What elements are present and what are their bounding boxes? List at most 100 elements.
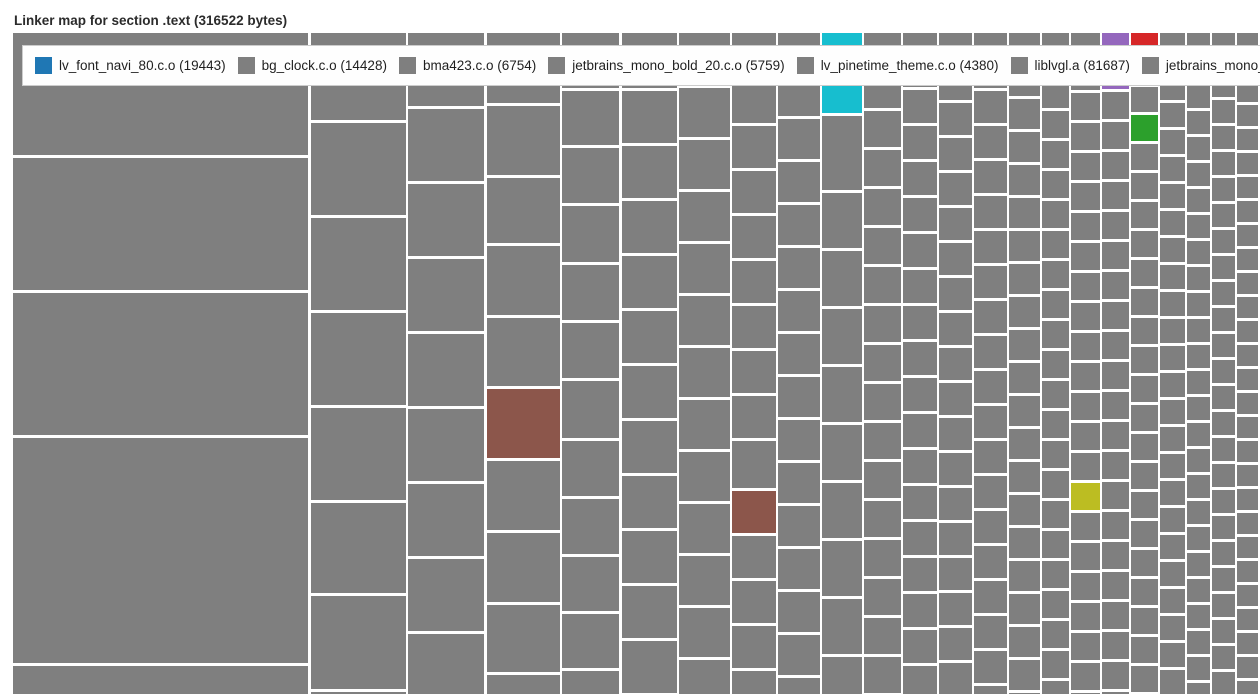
treemap-tile[interactable] <box>939 523 972 555</box>
treemap-tile[interactable] <box>903 162 937 195</box>
treemap-tile[interactable] <box>778 506 820 546</box>
treemap-tile[interactable] <box>1042 351 1069 378</box>
treemap-tile[interactable] <box>1131 608 1158 634</box>
treemap-tile[interactable] <box>1187 449 1210 472</box>
treemap-tile[interactable] <box>903 378 937 411</box>
treemap-tile[interactable] <box>732 171 776 213</box>
treemap-tile[interactable] <box>864 111 901 147</box>
treemap-tile[interactable] <box>1187 527 1210 550</box>
treemap-tile[interactable] <box>1102 302 1129 329</box>
treemap-tile[interactable] <box>903 342 937 375</box>
treemap-tile[interactable] <box>487 178 560 243</box>
treemap-tile[interactable] <box>1131 376 1158 402</box>
treemap-tile[interactable] <box>1042 501 1069 528</box>
treemap-tile[interactable] <box>1237 633 1258 654</box>
treemap-tile[interactable] <box>1131 115 1158 141</box>
treemap-tile[interactable] <box>1042 411 1069 438</box>
treemap-tile[interactable] <box>13 438 308 663</box>
treemap-tile[interactable] <box>903 522 937 555</box>
treemap-tile[interactable] <box>1187 423 1210 446</box>
treemap-tile[interactable] <box>974 301 1007 333</box>
treemap-tile[interactable] <box>562 499 619 554</box>
treemap-tile[interactable] <box>1212 542 1235 565</box>
treemap-tile[interactable] <box>679 660 730 694</box>
treemap-tile[interactable] <box>778 549 820 589</box>
treemap-tile[interactable] <box>1131 231 1158 257</box>
treemap-tile[interactable] <box>822 541 862 596</box>
treemap-tile[interactable] <box>311 408 406 500</box>
treemap-tile[interactable] <box>778 291 820 331</box>
treemap-tile[interactable] <box>1212 256 1235 279</box>
treemap-tile[interactable] <box>1160 400 1185 424</box>
treemap-tile[interactable] <box>1102 422 1129 449</box>
treemap-tile[interactable] <box>1160 103 1185 127</box>
treemap-tile[interactable] <box>311 692 406 694</box>
treemap-tile[interactable] <box>903 198 937 231</box>
treemap-tile[interactable] <box>1102 392 1129 419</box>
treemap-tile[interactable] <box>974 231 1007 263</box>
treemap-tile[interactable] <box>679 296 730 345</box>
treemap-tile[interactable] <box>1212 334 1235 357</box>
treemap-tile[interactable] <box>732 306 776 348</box>
treemap-tile[interactable] <box>1187 501 1210 524</box>
treemap-tile[interactable] <box>864 384 901 420</box>
treemap-tile[interactable] <box>1131 260 1158 286</box>
treemap-tile[interactable] <box>974 616 1007 648</box>
treemap-tile[interactable] <box>778 463 820 503</box>
treemap-tile[interactable] <box>1009 297 1040 327</box>
treemap-tile[interactable] <box>903 486 937 519</box>
treemap-tile[interactable] <box>1212 412 1235 435</box>
treemap-tile[interactable] <box>939 313 972 345</box>
treemap-tile[interactable] <box>1131 202 1158 228</box>
treemap-tile[interactable] <box>822 599 862 654</box>
treemap-tile[interactable] <box>974 126 1007 158</box>
treemap-tile[interactable] <box>778 119 820 159</box>
treemap-tile[interactable] <box>778 334 820 374</box>
treemap-tile[interactable] <box>1131 347 1158 373</box>
treemap-tile[interactable] <box>939 348 972 380</box>
treemap-tile[interactable] <box>1237 105 1258 126</box>
treemap-tile[interactable] <box>562 441 619 496</box>
treemap-tile[interactable] <box>1042 651 1069 678</box>
treemap-tile[interactable] <box>1237 657 1258 678</box>
treemap-tile[interactable] <box>1071 183 1100 210</box>
treemap-tile[interactable] <box>311 596 406 689</box>
treemap-tile[interactable] <box>1009 462 1040 492</box>
treemap-tile[interactable] <box>732 81 776 123</box>
treemap-tile[interactable] <box>822 367 862 422</box>
treemap-tile[interactable] <box>311 123 406 215</box>
treemap-tile[interactable] <box>732 626 776 668</box>
treemap-tile[interactable] <box>1042 141 1069 168</box>
treemap-tile[interactable] <box>679 192 730 241</box>
treemap-tile[interactable] <box>408 184 484 256</box>
treemap-tile[interactable] <box>1237 489 1258 510</box>
treemap-tile[interactable] <box>864 618 901 654</box>
treemap-tile[interactable] <box>1160 211 1185 235</box>
treemap-tile[interactable] <box>1009 660 1040 690</box>
treemap-tile[interactable] <box>408 634 484 694</box>
treemap-tile[interactable] <box>903 234 937 267</box>
treemap-tile[interactable] <box>1042 591 1069 618</box>
treemap-tile[interactable] <box>1187 397 1210 420</box>
treemap-tile[interactable] <box>487 675 560 694</box>
treemap-tile[interactable] <box>1042 291 1069 318</box>
treemap-tile[interactable] <box>1071 363 1100 390</box>
treemap-tile[interactable] <box>974 406 1007 438</box>
treemap-tile[interactable] <box>1102 542 1129 569</box>
treemap-tile[interactable] <box>1237 153 1258 174</box>
treemap-tile[interactable] <box>1071 153 1100 180</box>
treemap-tile[interactable] <box>864 540 901 576</box>
treemap-tile[interactable] <box>864 501 901 537</box>
treemap-tile[interactable] <box>311 313 406 405</box>
treemap-tile[interactable] <box>622 311 677 363</box>
treemap-tile[interactable] <box>1071 303 1100 330</box>
treemap-tile[interactable] <box>1042 621 1069 648</box>
treemap-tile[interactable] <box>939 383 972 415</box>
treemap-tile[interactable] <box>1187 475 1210 498</box>
treemap-tile[interactable] <box>1237 177 1258 198</box>
treemap-tile[interactable] <box>1131 550 1158 576</box>
treemap-tile[interactable] <box>732 396 776 438</box>
treemap-tile[interactable] <box>822 309 862 364</box>
treemap-tile[interactable] <box>1160 33 1185 46</box>
treemap-tile[interactable] <box>1160 535 1185 559</box>
